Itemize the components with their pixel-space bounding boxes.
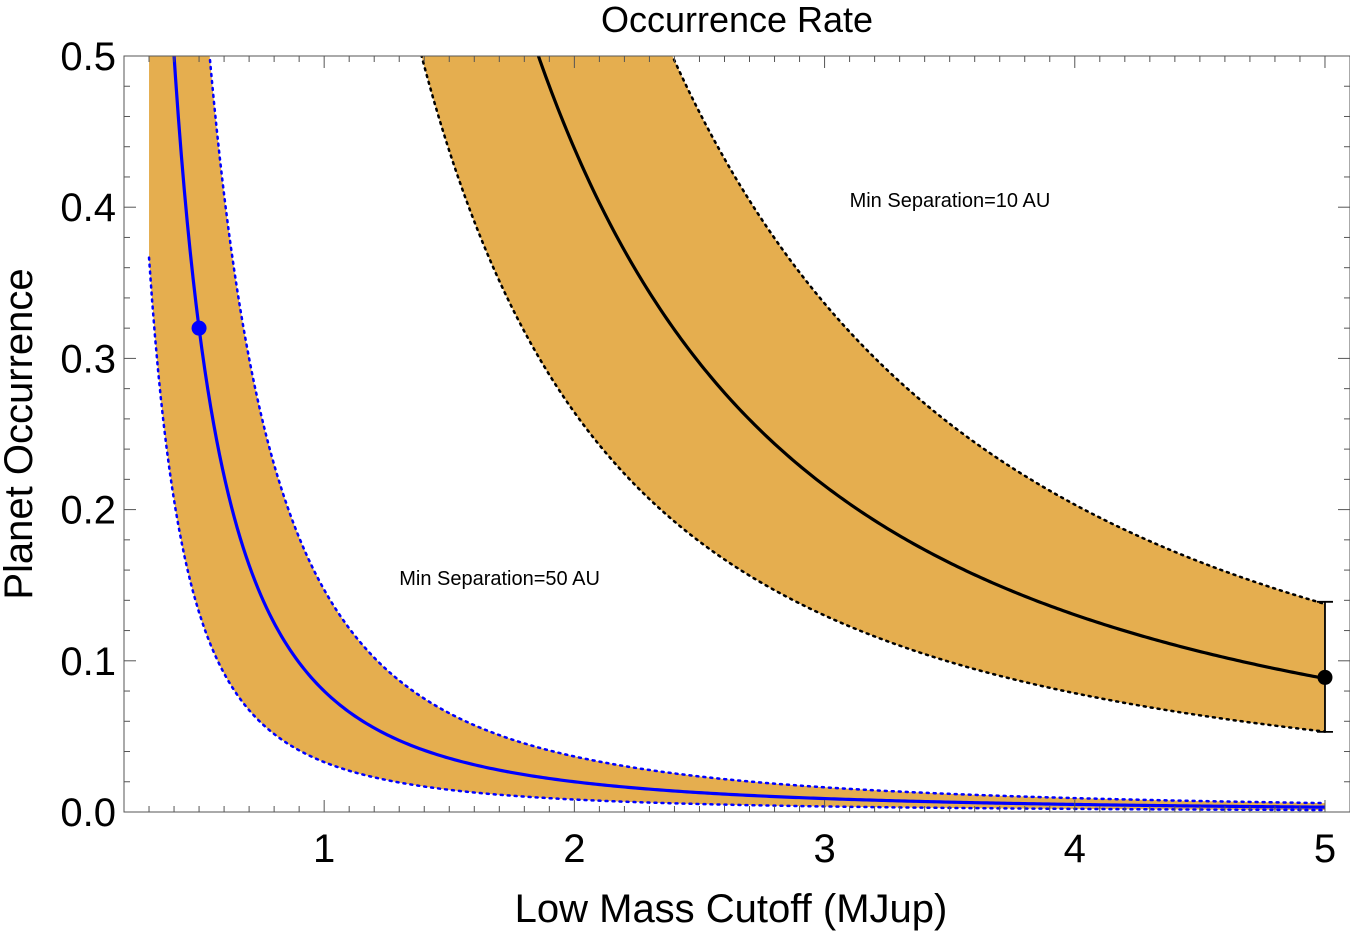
y-tick-label: 0.5 — [60, 35, 116, 79]
central-curve-1 — [172, 56, 1325, 809]
series-curves — [147, 56, 1327, 812]
y-tick-label: 0.4 — [60, 186, 116, 230]
band-lower-line-2 — [420, 56, 1327, 733]
y-tick-label: 0.1 — [60, 640, 116, 684]
y-tick-label: 0.2 — [60, 489, 116, 533]
x-tick-label: 3 — [813, 827, 835, 871]
band-upper-line-2 — [671, 56, 1327, 606]
plot-frame — [123, 55, 1350, 813]
x-tick-label: 2 — [563, 827, 585, 871]
x-tick-label: 4 — [1064, 827, 1086, 871]
uncertainty-bands — [149, 56, 1325, 810]
x-tick-label: 5 — [1314, 827, 1336, 871]
x-tick-label: 1 — [313, 827, 335, 871]
data-point-2 — [1317, 669, 1333, 685]
central-curve-2 — [536, 56, 1326, 681]
band-upper-line-1 — [208, 56, 1327, 805]
series-label-2: Min Separation=10 AU — [850, 190, 1051, 212]
band-lower-line-1 — [147, 256, 1327, 812]
series-label-1: Min Separation=50 AU — [399, 568, 600, 590]
data-markers — [191, 320, 1333, 733]
y-axis-title: Planet Occurrence — [0, 268, 41, 599]
x-axis-title: Low Mass Cutoff (MJup) — [515, 887, 948, 931]
annotations: Min Separation=50 AU Min Separation=10 AU — [399, 190, 1050, 590]
y-tick-label: 0.3 — [60, 337, 116, 381]
data-point-1 — [191, 320, 207, 336]
axis-ticks: 1 2 3 4 5 0.0 0.1 0.2 0.3 0.4 0.5 — [60, 35, 1350, 871]
band-2 — [421, 56, 1325, 732]
chart-title: Occurrence Rate — [601, 0, 873, 40]
y-tick-label: 0.0 — [60, 791, 116, 835]
